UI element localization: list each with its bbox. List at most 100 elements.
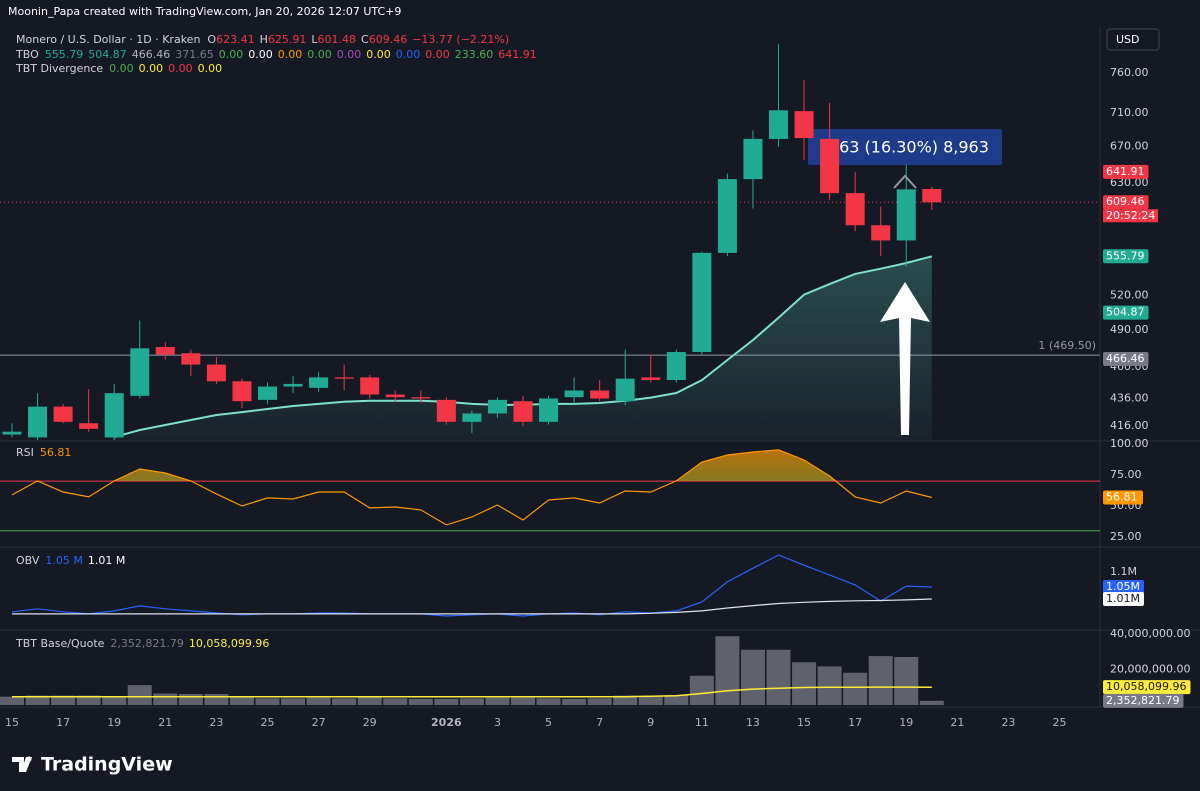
volume-bar: [919, 700, 944, 705]
x-tick-label: 19: [899, 716, 913, 729]
volume-bar: [76, 695, 101, 705]
candle-body: [53, 406, 73, 422]
x-tick-label: 3: [494, 716, 501, 729]
volume-bar: [511, 697, 535, 705]
candle-body: [258, 386, 277, 400]
y-tick-label: 416.00: [1110, 419, 1149, 432]
x-tick-label: 7: [596, 716, 603, 729]
volume-bar: [817, 666, 842, 705]
logo-dot: [26, 756, 32, 762]
x-tick-label: 27: [312, 716, 326, 729]
volume-bar: [102, 697, 127, 705]
candle-body: [2, 431, 22, 435]
volume-plot: [0, 636, 944, 705]
candle-body: [896, 189, 916, 241]
annotation-text: .63 (16.30%) 8,963: [834, 138, 989, 157]
indicator-value: 504.87: [88, 48, 127, 61]
ohlc-key: C: [361, 33, 369, 46]
legend-value: 1.05 M: [45, 554, 82, 567]
indicator-value: 371.65: [175, 48, 214, 61]
chevron-drawing: [893, 174, 917, 189]
indicator-value: 466.46: [132, 48, 171, 61]
candle-body: [564, 390, 584, 398]
volume-bar: [178, 694, 203, 705]
price-tag-label: 466.46: [1106, 352, 1145, 365]
price-tag: [1103, 164, 1149, 179]
y-tick-label: 20,000,000.00: [1110, 663, 1190, 676]
y-tick-label: 75.00: [1110, 468, 1142, 481]
candle-body: [845, 193, 865, 226]
footer: TradingView: [12, 754, 173, 776]
volume-bar: [127, 685, 152, 705]
volume-bar: [638, 696, 663, 705]
annotation-box: [808, 129, 1002, 165]
volume-bar: [613, 695, 638, 705]
indicator-value: 0.00: [219, 48, 244, 61]
volume-bar: [792, 662, 817, 705]
indicator-value: 233.60: [455, 48, 494, 61]
candle-body: [794, 111, 814, 139]
currency-button[interactable]: [1106, 28, 1160, 51]
price-tag: [1103, 351, 1149, 366]
panel-title: TBT Base/Quote: [15, 637, 105, 650]
x-tick-label: 29: [363, 716, 377, 729]
y-tick-label: 710.00: [1110, 106, 1149, 119]
x-tick-label: 25: [1053, 716, 1067, 729]
price-tag: [1103, 693, 1184, 708]
legend-value: 1.01 M: [88, 554, 125, 567]
x-tick-label: 17: [56, 716, 70, 729]
candle-body: [309, 377, 329, 388]
price-tag-label: 1.01M: [1106, 592, 1140, 605]
indicator-value: 0.00: [396, 48, 421, 61]
volume-bar: [25, 695, 50, 705]
logo-icon: [12, 757, 32, 772]
candle-body: [692, 252, 712, 353]
indicator-value: 0.00: [337, 48, 362, 61]
y-tick-label: 490.00: [1110, 323, 1149, 336]
price-tag-label: 641.91: [1106, 165, 1145, 178]
volume-bar: [843, 672, 868, 705]
candle-body: [130, 348, 150, 396]
indicator-value: 0.00: [307, 48, 332, 61]
volume-bar: [51, 695, 76, 705]
currency[interactable]: USD: [1116, 33, 1140, 46]
countdown: 20:52:24: [1106, 209, 1155, 222]
y-tick-label: 25.00: [1110, 530, 1142, 543]
ohlc-key: H: [260, 33, 268, 46]
indicator-value: 0.00: [278, 48, 303, 61]
indicator-value: 0.00: [168, 62, 193, 75]
volume-bar: [332, 698, 357, 705]
price-tag-label: 56.81: [1106, 491, 1138, 504]
candle-body: [922, 188, 942, 203]
indicator-value: 0.00: [425, 48, 450, 61]
candle-body: [820, 138, 840, 194]
volume-bar: [383, 698, 408, 705]
y-tick-label: 100.00: [1110, 437, 1149, 450]
candle-body: [615, 378, 635, 402]
candle-body: [28, 406, 48, 438]
volume-bar: [434, 698, 459, 705]
volume-bar: [204, 694, 229, 705]
volume-bar: [536, 698, 561, 705]
y-tick-label: 436.00: [1110, 392, 1149, 405]
candle-body: [666, 352, 686, 380]
indicator-line: [11, 554, 932, 617]
candle-body: [717, 179, 737, 253]
x-tick-label: 15: [5, 716, 19, 729]
volume-bar: [357, 696, 382, 705]
x-tick-label: 25: [261, 716, 275, 729]
volume-bar: [715, 636, 740, 705]
candle-body: [462, 413, 482, 422]
indicator-line: [12, 598, 932, 615]
ohlc-value: 601.48: [318, 33, 357, 46]
price-tag: [1103, 591, 1144, 606]
volume-bar: [229, 697, 254, 705]
candle-body: [641, 377, 661, 380]
indicator-value: 555.79: [45, 48, 84, 61]
candle-body: [206, 364, 226, 382]
y-tick-label: 760.00: [1110, 66, 1149, 79]
indicator-value: 641.91: [498, 48, 537, 61]
change: −13.77 (−2.21%): [412, 33, 509, 46]
indicator-value: 0.00: [109, 62, 134, 75]
candle-body: [79, 423, 99, 429]
